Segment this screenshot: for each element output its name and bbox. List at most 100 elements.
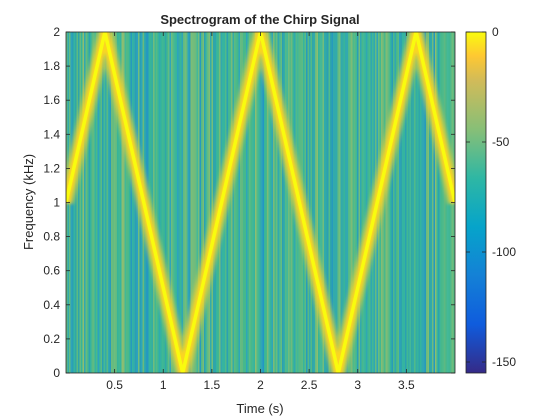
y-tick-label: 0.6 (43, 264, 60, 278)
colorbar-frame (465, 31, 487, 374)
noise-stripe (318, 32, 320, 373)
noise-stripe (198, 32, 200, 373)
noise-stripe (264, 32, 266, 373)
noise-stripe (270, 32, 272, 373)
colorbar-tick-label: 0 (492, 25, 499, 39)
noise-stripe (243, 32, 245, 373)
noise-stripe (121, 32, 123, 373)
noise-stripe (208, 32, 210, 373)
noise-stripe (319, 32, 321, 373)
noise-stripe (357, 32, 359, 373)
noise-stripe (312, 32, 314, 373)
noise-stripe (429, 32, 431, 373)
colorbar-tick-label: -150 (492, 355, 516, 369)
colorbar-tick-label: -100 (492, 245, 516, 259)
noise-stripe (438, 32, 440, 373)
noise-stripe (105, 32, 107, 373)
noise-stripe (109, 32, 111, 373)
noise-stripe (250, 32, 252, 373)
noise-stripe (196, 32, 198, 373)
noise-stripe (274, 32, 276, 373)
colorbar-gradient (466, 32, 486, 373)
noise-stripe (358, 32, 360, 373)
noise-stripe (183, 32, 185, 373)
noise-stripe (252, 32, 254, 373)
noise-stripe (439, 32, 441, 373)
noise-stripe (84, 32, 86, 373)
noise-stripe (81, 32, 83, 373)
noise-stripe (349, 32, 351, 373)
noise-stripe (246, 32, 248, 373)
noise-stripe (234, 32, 236, 373)
x-tick-label: 1.5 (204, 378, 221, 392)
noise-stripe (117, 32, 119, 373)
noise-stripe (342, 32, 344, 373)
colorbar-ticks: 0 -50 -100 -150 (466, 25, 516, 369)
noise-stripe (123, 32, 125, 373)
noise-stripe (421, 32, 423, 373)
noise-stripe (240, 32, 242, 373)
noise-stripe (154, 32, 156, 373)
noise-stripe (366, 32, 368, 373)
x-tick-label: 3.5 (398, 378, 415, 392)
noise-stripe (427, 32, 429, 373)
noise-stripe (336, 32, 338, 373)
noise-stripe (436, 32, 438, 373)
noise-stripe (202, 32, 204, 373)
noise-stripe (315, 32, 317, 373)
noise-stripe (340, 32, 342, 373)
noise-stripe (271, 32, 273, 373)
noise-stripe (160, 32, 162, 373)
noise-stripe (408, 32, 410, 373)
noise-stripe (174, 32, 176, 373)
noise-stripe (189, 32, 191, 373)
noise-stripe (90, 32, 92, 373)
colorbar-tick-label: -50 (492, 135, 510, 149)
x-tick-label: 3 (354, 378, 361, 392)
noise-stripe (187, 32, 189, 373)
noise-stripe (102, 32, 104, 373)
noise-stripe (390, 32, 392, 373)
y-tick-label: 1.2 (43, 161, 60, 175)
noise-stripe (256, 32, 258, 373)
noise-stripe (178, 32, 180, 373)
noise-stripe (175, 32, 177, 373)
noise-stripe (127, 32, 129, 373)
x-tick-label: 2.5 (301, 378, 318, 392)
noise-stripe (444, 32, 446, 373)
noise-stripe (406, 32, 408, 373)
noise-stripe (184, 32, 186, 373)
noise-stripe (238, 32, 240, 373)
noise-stripe (172, 32, 174, 373)
noise-stripe (259, 32, 261, 373)
plot-area (66, 32, 455, 373)
noise-stripe (442, 32, 444, 373)
noise-stripe (201, 32, 203, 373)
noise-stripe (387, 32, 389, 373)
noise-stripe (82, 32, 84, 373)
noise-stripe (199, 32, 201, 373)
noise-stripe (96, 32, 98, 373)
noise-stripe (249, 32, 251, 373)
noise-stripe (276, 32, 278, 373)
y-tick-label: 1.6 (43, 93, 60, 107)
noise-stripe (420, 32, 422, 373)
noise-stripe (237, 32, 239, 373)
noise-stripe (360, 32, 362, 373)
noise-stripe (231, 32, 233, 373)
noise-stripe (282, 32, 284, 373)
noise-stripe (397, 32, 399, 373)
noise-stripe (328, 32, 330, 373)
noise-stripe (79, 32, 81, 373)
noise-stripe (114, 32, 116, 373)
noise-stripe (103, 32, 105, 373)
noise-stripe (169, 32, 171, 373)
noise-stripe (435, 32, 437, 373)
noise-stripe (261, 32, 263, 373)
noise-stripe (385, 32, 387, 373)
noise-stripe (99, 32, 101, 373)
noise-stripe (405, 32, 407, 373)
noise-stripe (348, 32, 350, 373)
y-tick-label: 1.8 (43, 59, 60, 73)
